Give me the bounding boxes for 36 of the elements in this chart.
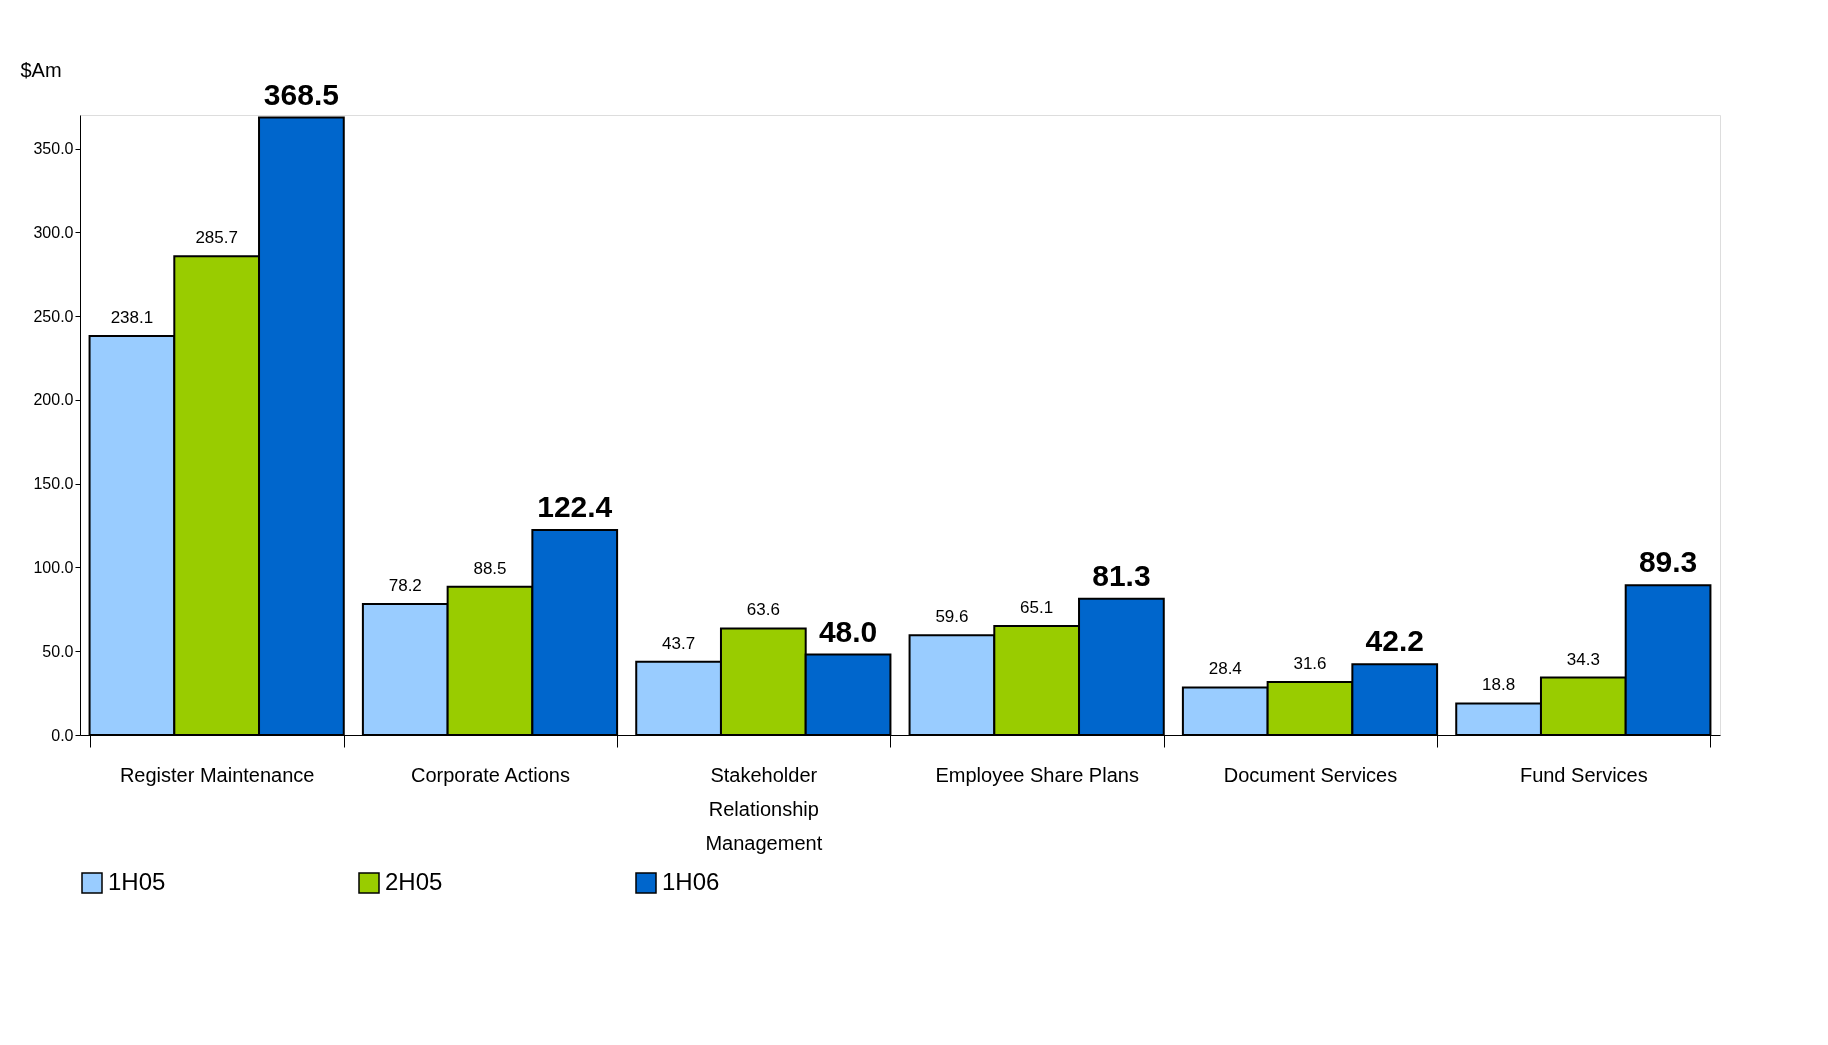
y-tick-label: 0.0 <box>51 726 74 744</box>
text: 42.2 <box>1365 624 1424 658</box>
text: 122.4 <box>537 489 613 523</box>
text: 59.6 <box>935 607 969 627</box>
text: 368.5 <box>263 77 339 111</box>
legend-label: 1H05 <box>108 868 166 895</box>
text: 88.5 <box>473 558 507 578</box>
text: 28.4 <box>1208 659 1242 679</box>
legend-label: 1H06 <box>662 868 720 895</box>
y-tick-label: 250.0 <box>33 307 74 325</box>
x-tick-label: Register Maintenance <box>119 763 315 786</box>
text: 34.3 <box>1566 649 1600 669</box>
text: 238.1 <box>110 308 154 328</box>
text: 78.2 <box>388 575 422 595</box>
legend-label: 2H05 <box>385 868 443 895</box>
text: 31.6 <box>1293 654 1327 674</box>
x-tick-label: Corporate Actions <box>411 763 570 786</box>
text: 89.3 <box>1638 545 1698 579</box>
x-tick-label: Stakeholder Relationship Management <box>705 763 823 854</box>
y-tick-label: 150.0 <box>33 475 74 493</box>
y-axis-title: $Am <box>20 58 62 81</box>
text: 285.7 <box>195 228 238 248</box>
text: 48.0 <box>818 614 878 648</box>
y-tick-label: 200.0 <box>33 391 74 409</box>
text: 43.7 <box>662 633 696 653</box>
text: 18.8 <box>1482 675 1516 695</box>
text: 81.3 <box>1092 558 1151 592</box>
text: 65.1 <box>1020 597 1054 617</box>
x-tick-label: Employee Share Plans <box>935 763 1139 786</box>
y-tick-label: 300.0 <box>33 223 74 241</box>
x-tick-label: Document Services <box>1223 763 1398 786</box>
text: 63.6 <box>746 600 780 620</box>
y-tick-label: 50.0 <box>42 642 74 660</box>
y-tick-label: 100.0 <box>33 558 74 576</box>
y-tick-label: 350.0 <box>33 140 74 158</box>
x-tick-label: Fund Services <box>1519 763 1648 786</box>
